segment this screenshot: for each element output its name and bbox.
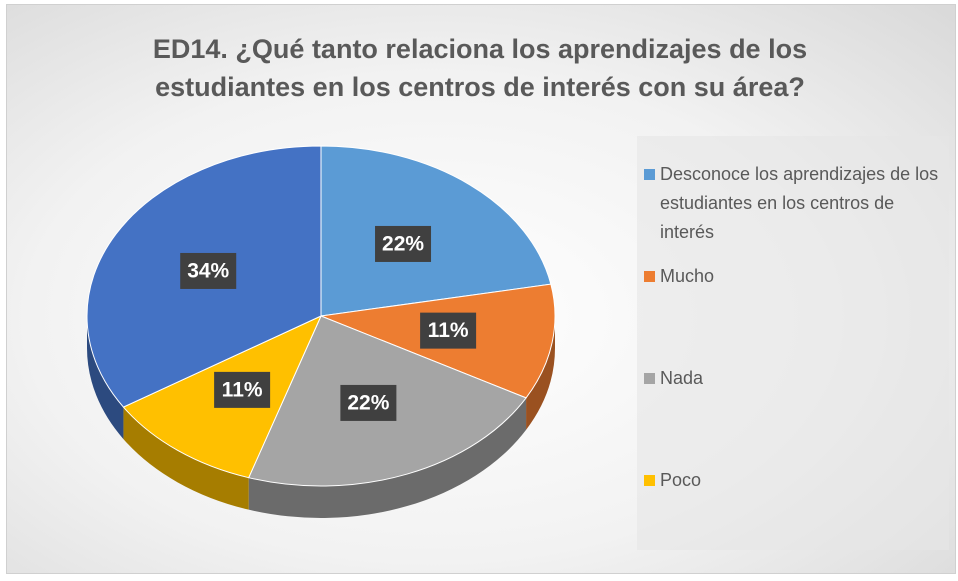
data-label-box: [214, 371, 271, 408]
legend-swatch: [644, 373, 655, 384]
legend-label: Desconoce los aprendizajes de los estudi…: [660, 164, 939, 242]
legend-label: Nada: [660, 368, 704, 388]
slice-side: [248, 397, 527, 518]
data-label: 11%: [222, 378, 263, 401]
slice-side: [87, 316, 124, 440]
data-label-box: [180, 252, 237, 289]
legend-entry: Mucho: [644, 262, 950, 291]
data-label-box: [340, 384, 397, 421]
data-label-box: [375, 225, 432, 262]
legend-entry: Nada: [644, 364, 950, 393]
legend-label: Poco: [660, 470, 702, 490]
legend-swatch: [644, 271, 655, 282]
legend-entry: Poco: [644, 466, 950, 495]
slice-side: [123, 407, 249, 510]
slice: [320, 145, 552, 317]
legend: [637, 136, 949, 550]
data-label: 11%: [428, 319, 469, 342]
data-label: 22%: [382, 233, 424, 256]
legend-entry: Desconoce los aprendizajes de los estudi…: [644, 160, 950, 247]
data-label-box: [420, 312, 477, 349]
chart-title: ED14. ¿Qué tanto relaciona los aprendiza…: [152, 34, 808, 102]
legend-swatch: [644, 169, 655, 180]
data-label: 34%: [187, 260, 229, 283]
data-label: 22%: [347, 391, 389, 414]
legend-label: Mucho: [660, 266, 715, 286]
legend-swatch: [644, 475, 655, 486]
slice-side: [526, 316, 555, 430]
